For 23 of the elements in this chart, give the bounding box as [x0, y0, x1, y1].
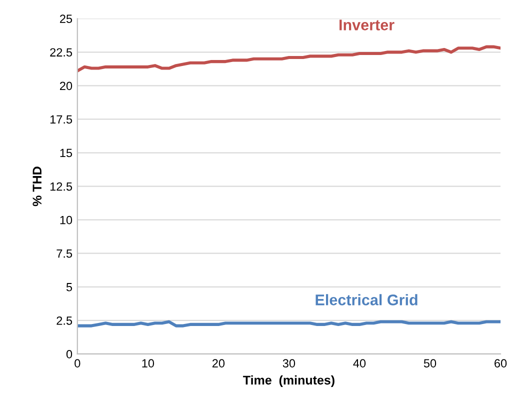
y-tick-label: 25: [60, 14, 72, 24]
x-tick-label: 50: [424, 359, 436, 368]
y-tick-label: 15: [60, 148, 72, 158]
series-label: Electrical Grid: [316, 294, 418, 306]
y-tick-label: 20: [60, 82, 72, 90]
x-tick-label: 10: [142, 359, 154, 368]
series-label: Inverter: [340, 20, 394, 30]
y-axis-title: % THD: [32, 166, 42, 206]
line-series: [77, 45, 501, 72]
x-tick-label: 60: [494, 359, 507, 368]
y-tick-label: 10: [60, 216, 72, 224]
x-tick-label: 40: [353, 359, 366, 368]
y-tick-label: 0: [66, 350, 72, 358]
y-tick-label: 5: [66, 283, 72, 292]
y-tick-label: 2.5: [56, 316, 72, 325]
x-tick-label: 0: [74, 359, 80, 368]
x-tick-label: 20: [212, 359, 225, 368]
x-axis-title: Time (minutes): [243, 375, 334, 388]
y-tick-label: 12.5: [50, 182, 72, 191]
y-tick-label: 17.5: [50, 115, 72, 124]
y-tick-label: 7.5: [56, 250, 72, 258]
x-tick-label: 30: [282, 359, 296, 368]
y-tick-label: 22.5: [50, 48, 72, 57]
